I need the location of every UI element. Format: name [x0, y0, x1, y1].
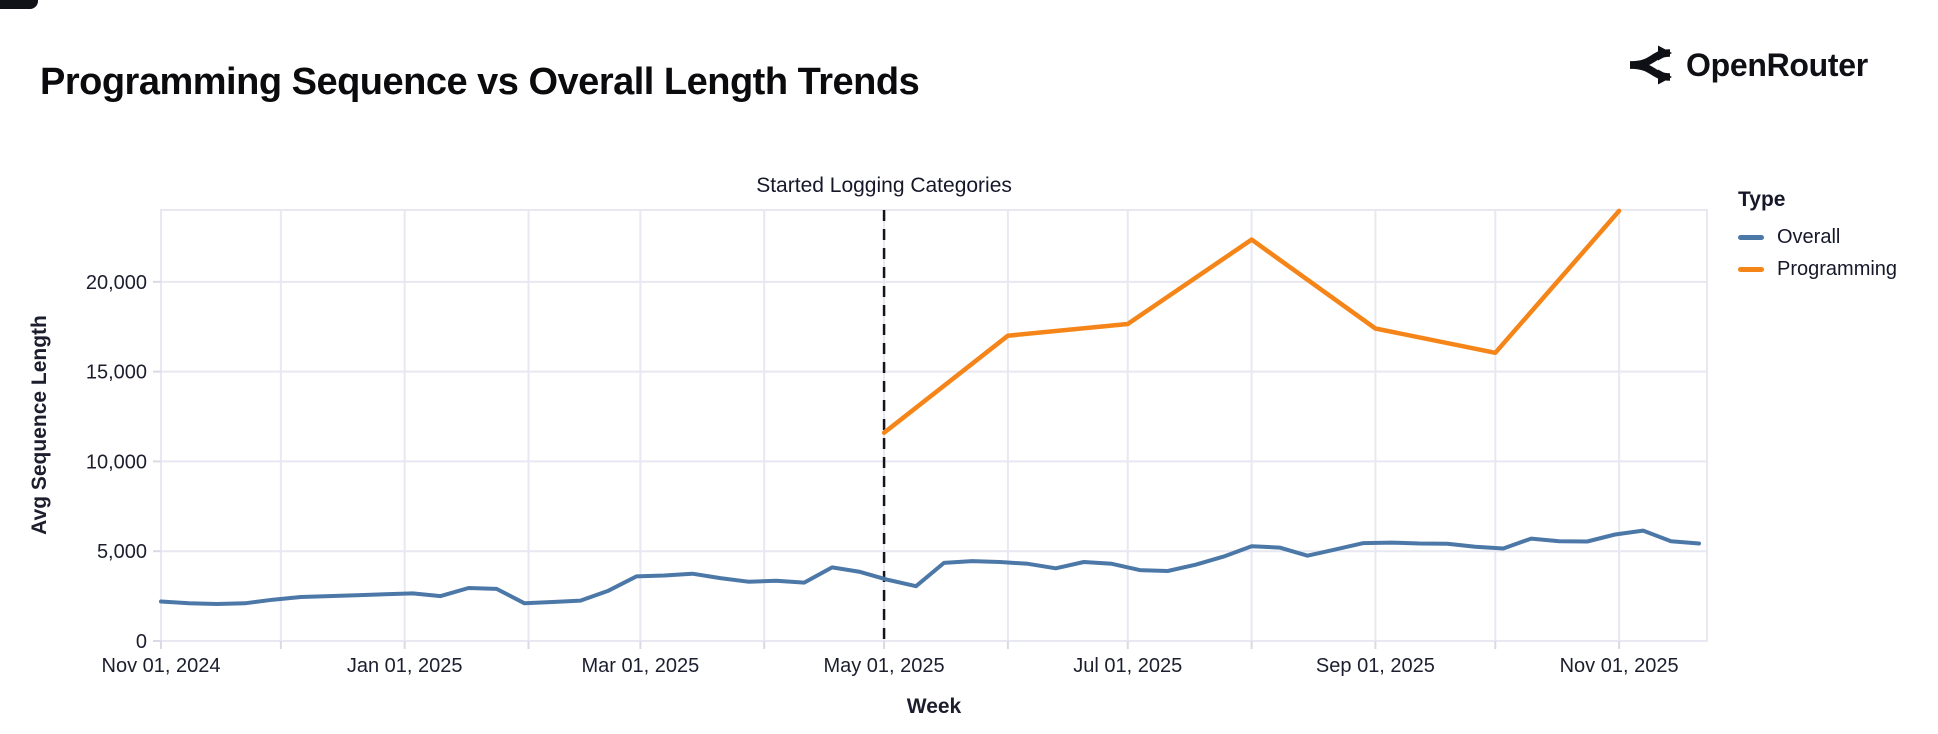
page-title: Programming Sequence vs Overall Length T… [40, 61, 920, 104]
programming-line [881, 208, 1622, 435]
legend-item-overall: Overall [1738, 226, 1897, 249]
x-axis-title: Week [907, 695, 962, 718]
annotation-label: Started Logging Categories [756, 174, 1012, 197]
x-tick-label: May 01, 2025 [823, 655, 944, 677]
legend-label-overall: Overall [1777, 226, 1841, 248]
legend-label-programming: Programming [1777, 258, 1898, 280]
x-tick-label: Jul 01, 2025 [1073, 655, 1182, 677]
programming-swatch-icon [1738, 267, 1764, 272]
openrouter-logo-icon [1629, 45, 1672, 85]
x-tick-label: Jan 01, 2025 [347, 655, 463, 677]
axis-layer: 0 5,000 10,000 15,000 20,000 Nov 01, 2024 Jan … [86, 272, 1679, 677]
y-tick-label: 0 [136, 631, 147, 653]
screen-corner-artifact [0, 0, 38, 9]
brand-logo: OpenRouter [1626, 42, 1868, 88]
y-tick-label: 20,000 [86, 272, 147, 294]
grid-layer [160, 209, 1708, 642]
overall-line [159, 528, 1701, 606]
x-tick-label: Nov 01, 2024 [102, 655, 221, 677]
plot-border [160, 209, 1708, 642]
overall-swatch-icon [1738, 235, 1764, 240]
y-tick-label: 5,000 [97, 541, 147, 563]
x-tick-label: Mar 01, 2025 [581, 655, 699, 677]
x-tick-label: Nov 01, 2025 [1560, 655, 1679, 677]
chart-legend: Type Overall Programming [1738, 188, 1897, 290]
y-tick-label: 10,000 [86, 451, 147, 473]
legend-title: Type [1738, 188, 1786, 211]
brand-name: OpenRouter [1686, 46, 1868, 83]
series-layer [159, 208, 1701, 641]
y-axis-title: Avg Sequence Length [28, 315, 51, 535]
legend-item-programming: Programming [1738, 258, 1897, 281]
y-tick-label: 15,000 [86, 362, 147, 384]
x-tick-label: Sep 01, 2025 [1316, 655, 1435, 677]
